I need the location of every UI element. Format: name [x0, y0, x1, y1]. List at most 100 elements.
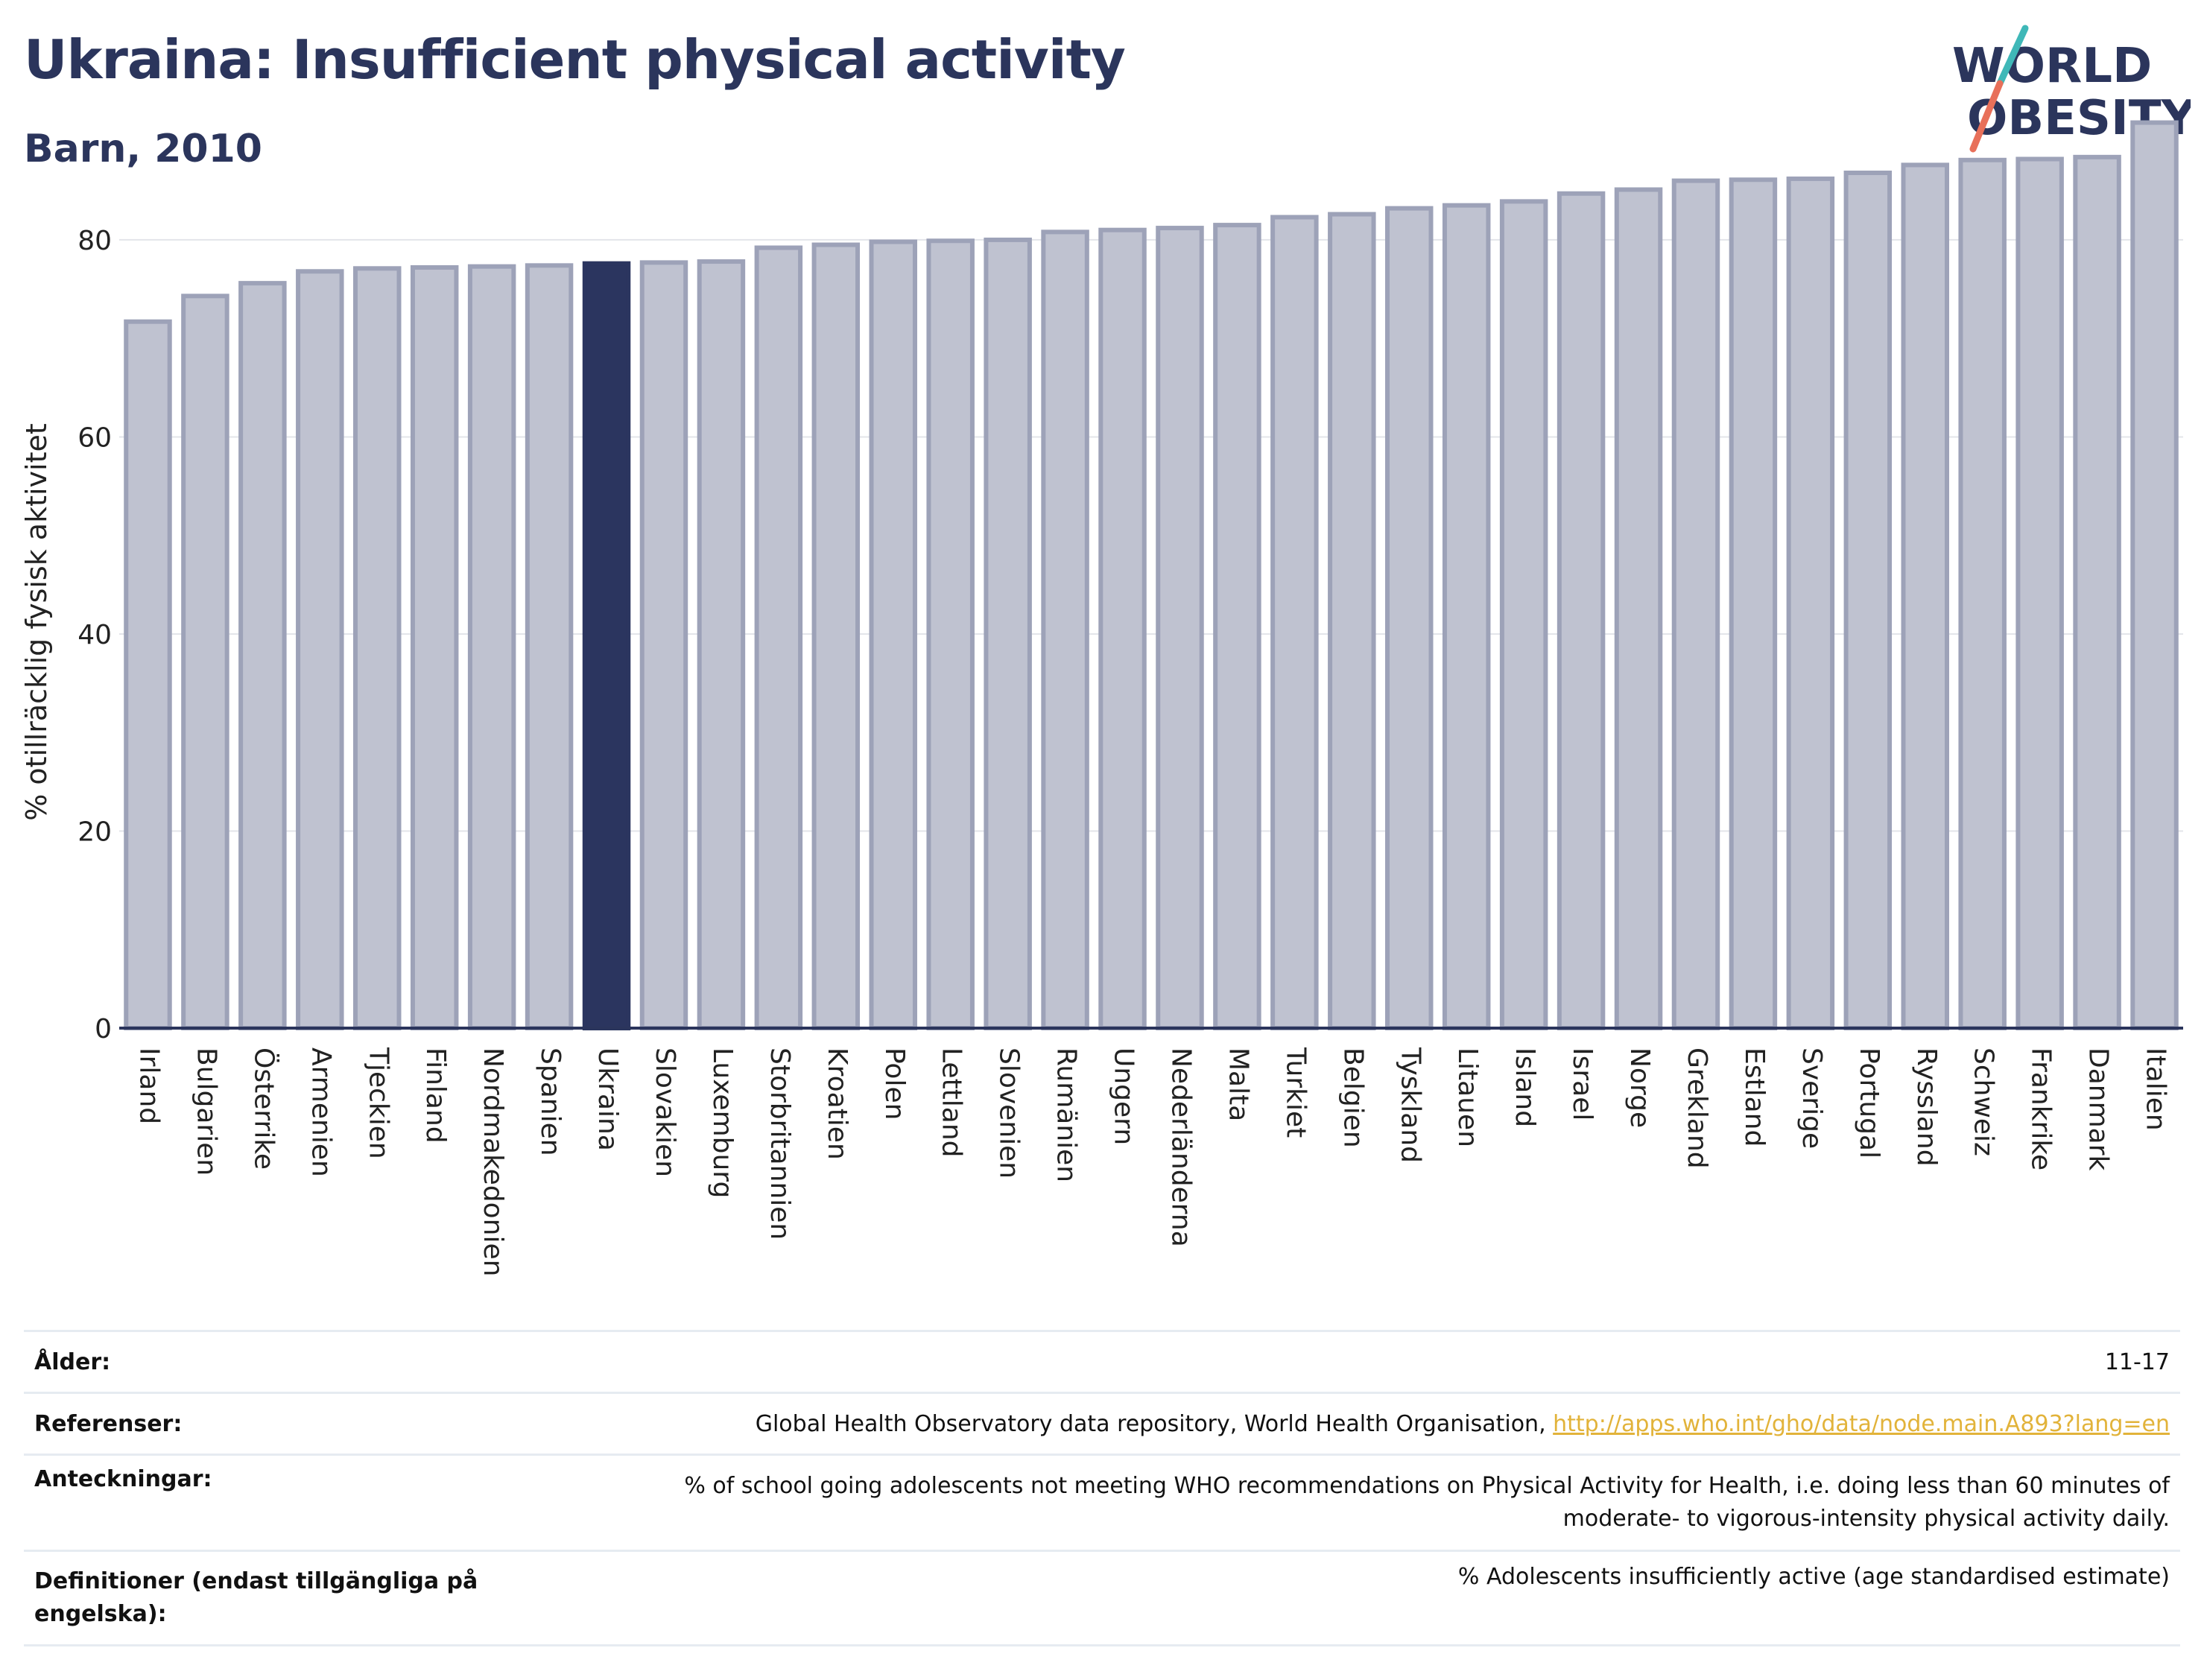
- bar-ryssland: [1901, 162, 1949, 1031]
- x-tick-label: Danmark: [2083, 1047, 2114, 1171]
- bar-polen: [869, 239, 917, 1030]
- gridlines: [119, 238, 2183, 832]
- bar-island: [1499, 199, 1548, 1030]
- y-tick-label: 80: [77, 226, 112, 256]
- y-tick-label: 40: [77, 620, 112, 650]
- bar-chart: 0 20 40 60 80 Irland Bulgarien Österrike Armeni…: [20, 120, 2183, 1276]
- meta-row-notes: Anteckningar: % of school going adolesce…: [24, 1454, 2180, 1550]
- x-tick-label: Island: [1510, 1047, 1540, 1127]
- bar-belgien: [1328, 212, 1376, 1031]
- bar-israel: [1557, 191, 1606, 1031]
- x-tick-label: Ungern: [1109, 1047, 1139, 1145]
- bar-malta: [1213, 223, 1261, 1030]
- logo-slash-coral: [1969, 80, 2004, 153]
- x-tick-label: Armenien: [305, 1047, 336, 1177]
- bar-danmark: [2073, 154, 2121, 1030]
- bar-frankrike: [2015, 156, 2064, 1030]
- x-tick-labels: Irland Bulgarien Österrike Armenien Tjeckien…: [133, 1047, 2170, 1276]
- bar-italien: [2130, 120, 2179, 1031]
- x-tick-label: Luxemburg: [707, 1047, 738, 1198]
- x-tick-label: Schweiz: [1969, 1047, 1999, 1156]
- bar-sverige: [1786, 176, 1835, 1031]
- bar-armenien: [296, 269, 344, 1030]
- meta-notes-label: Anteckningar:: [34, 1466, 212, 1492]
- meta-age-value: 11-17: [2104, 1348, 2170, 1375]
- y-tick-label: 20: [77, 817, 112, 847]
- x-tick-label: Polen: [879, 1047, 910, 1120]
- bar-irland: [124, 319, 172, 1031]
- meta-row-age: Ålder: 11-17: [24, 1330, 2180, 1392]
- bar-österrike: [238, 281, 287, 1030]
- bar-rumänien: [1041, 229, 1089, 1030]
- x-tick-label: Österrike: [248, 1047, 279, 1170]
- meta-age-label: Ålder:: [34, 1348, 111, 1375]
- x-tick-label: Nordmakedonien: [478, 1047, 508, 1276]
- bar-ungern: [1098, 227, 1147, 1030]
- x-tick-label: Malta: [1223, 1047, 1253, 1121]
- bar-bulgarien: [181, 294, 229, 1030]
- x-tick-label: Lettland: [937, 1047, 967, 1158]
- y-tick-labels: 0 20 40 60 80: [77, 226, 112, 1045]
- x-tick-label: Tyskland: [1395, 1047, 1425, 1163]
- bar-schweiz: [1958, 157, 2007, 1031]
- bars: [124, 120, 2179, 1031]
- bar-spanien: [525, 263, 574, 1030]
- meta-row-defs: Definitioner (endast tillgängliga på eng…: [24, 1550, 2180, 1646]
- x-tick-label: Italien: [2141, 1047, 2171, 1131]
- metadata-table: Ålder: 11-17 Referenser: Global Health O…: [24, 1330, 2180, 1646]
- bar-lettland: [926, 238, 975, 1030]
- meta-refs-link[interactable]: http://apps.who.int/gho/data/node.main.A…: [1553, 1410, 2170, 1437]
- bar-litauen: [1442, 203, 1491, 1031]
- bar-slovenien: [984, 237, 1032, 1031]
- meta-refs-text: Global Health Observatory data repositor…: [755, 1410, 1554, 1437]
- meta-defs-label: Definitioner (endast tillgängliga på eng…: [34, 1568, 478, 1627]
- bar-tjeckien: [353, 266, 402, 1030]
- bar-storbritannien: [754, 245, 803, 1031]
- x-tick-label: Slovakien: [650, 1047, 680, 1177]
- meta-refs-value: Global Health Observatory data repositor…: [501, 1411, 2180, 1437]
- x-tick-label: Storbritannien: [764, 1047, 795, 1240]
- logo-slash-teal: [1996, 25, 2029, 87]
- bar-turkiet: [1270, 215, 1319, 1031]
- x-tick-label: Ryssland: [1911, 1047, 1942, 1167]
- page-subtitle: Barn, 2010: [24, 127, 262, 171]
- x-tick-label: Turkiet: [1280, 1047, 1311, 1138]
- x-tick-label: Israel: [1567, 1047, 1597, 1120]
- meta-refs-label: Referenser:: [34, 1410, 183, 1437]
- x-tick-label: Kroatien: [822, 1047, 852, 1160]
- x-tick-label: Bulgarien: [191, 1047, 221, 1176]
- x-tick-label: Tjeckien: [363, 1047, 393, 1159]
- bar-estland: [1729, 177, 1778, 1031]
- meta-defs-value: % Adolescents insufficiently active (age…: [1457, 1564, 2170, 1590]
- bar-ukraina: [582, 261, 631, 1031]
- x-tick-label: Ukraina: [592, 1047, 623, 1151]
- x-tick-label: Irland: [133, 1047, 164, 1124]
- page-title: Ukraina: Insufficient physical activity: [24, 28, 1126, 91]
- bar-portugal: [1843, 171, 1893, 1030]
- x-tick-label: Rumänien: [1051, 1047, 1082, 1182]
- bar-norge: [1614, 187, 1663, 1030]
- x-tick-label: Frankrike: [2026, 1047, 2056, 1170]
- meta-row-refs: Referenser: Global Health Observatory da…: [24, 1392, 2180, 1454]
- bar-nederländerna: [1156, 226, 1204, 1030]
- bar-finland: [410, 264, 459, 1031]
- bar-luxemburg: [697, 259, 746, 1031]
- bar-nordmakedonien: [467, 264, 516, 1031]
- bar-tyskland: [1385, 206, 1434, 1030]
- x-tick-label: Norge: [1624, 1047, 1655, 1128]
- x-tick-label: Belgien: [1337, 1047, 1368, 1148]
- x-tick-label: Slovenien: [994, 1047, 1025, 1179]
- y-tick-label: 60: [77, 422, 112, 453]
- x-tick-label: Sverige: [1796, 1047, 1827, 1149]
- x-tick-label: Portugal: [1854, 1047, 1884, 1158]
- bar-slovakien: [639, 260, 688, 1030]
- logo-line1: WORLD: [1952, 39, 2152, 94]
- bar-kroatien: [811, 242, 861, 1031]
- x-tick-label: Spanien: [535, 1047, 566, 1156]
- x-tick-label: Estland: [1739, 1047, 1770, 1147]
- x-tick-label: Grekland: [1682, 1047, 1712, 1169]
- x-tick-label: Nederländerna: [1165, 1047, 1196, 1247]
- x-tick-label: Finland: [420, 1047, 451, 1144]
- bar-grekland: [1671, 178, 1720, 1030]
- x-tick-label: Litauen: [1452, 1047, 1483, 1147]
